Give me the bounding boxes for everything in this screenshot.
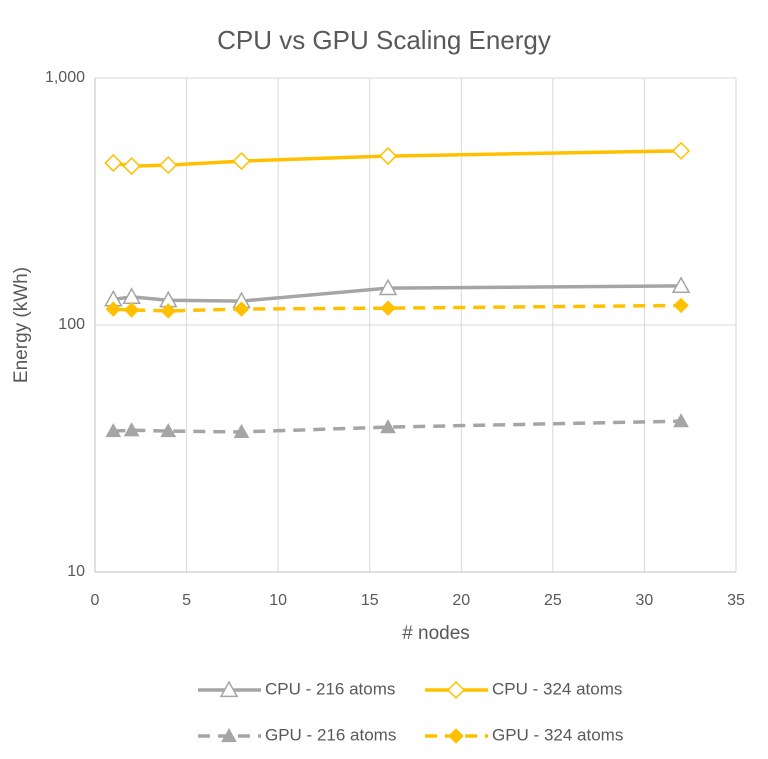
marker <box>673 297 689 314</box>
chart-title: CPU vs GPU Scaling Energy <box>217 25 551 55</box>
marker <box>380 419 396 434</box>
x-tick-label: 0 <box>91 592 100 609</box>
marker <box>105 301 122 317</box>
marker <box>159 156 178 175</box>
marker <box>105 423 122 438</box>
marker <box>123 302 140 318</box>
marker <box>160 423 177 438</box>
marker <box>448 728 464 744</box>
marker <box>378 278 398 296</box>
y-axis-label: Energy (kWh) <box>11 267 32 383</box>
marker <box>446 680 466 700</box>
y-tick-label: 100 <box>58 316 85 333</box>
x-axis-label: # nodes <box>402 623 470 644</box>
x-tick-label: 10 <box>269 592 287 609</box>
marker <box>122 157 141 176</box>
x-tick-label: 5 <box>182 592 191 609</box>
marker <box>671 276 691 294</box>
marker <box>671 141 691 160</box>
x-tick-label: 35 <box>727 592 745 609</box>
marker <box>219 680 239 698</box>
x-tick-label: 25 <box>544 592 562 609</box>
legend-label: CPU - 216 atoms <box>265 679 395 698</box>
y-tick-label: 10 <box>67 563 85 580</box>
legend-label: GPU - 216 atoms <box>265 725 396 744</box>
marker <box>233 423 250 439</box>
marker <box>232 152 251 171</box>
marker <box>673 413 689 428</box>
legend-label: GPU - 324 atoms <box>492 725 623 744</box>
legend-label: CPU - 324 atoms <box>492 679 622 698</box>
marker <box>104 153 123 173</box>
marker <box>160 303 176 319</box>
marker <box>221 727 237 743</box>
marker <box>123 422 140 437</box>
marker <box>380 300 396 316</box>
series-line <box>113 284 682 303</box>
series-line <box>113 149 682 168</box>
marker <box>378 147 398 166</box>
x-tick-label: 20 <box>452 592 470 609</box>
series-line <box>113 419 682 434</box>
y-tick-label: 1,000 <box>45 69 85 86</box>
marker <box>233 301 250 317</box>
x-tick-label: 30 <box>636 592 654 609</box>
series-line <box>113 303 682 313</box>
x-tick-label: 15 <box>361 592 379 609</box>
